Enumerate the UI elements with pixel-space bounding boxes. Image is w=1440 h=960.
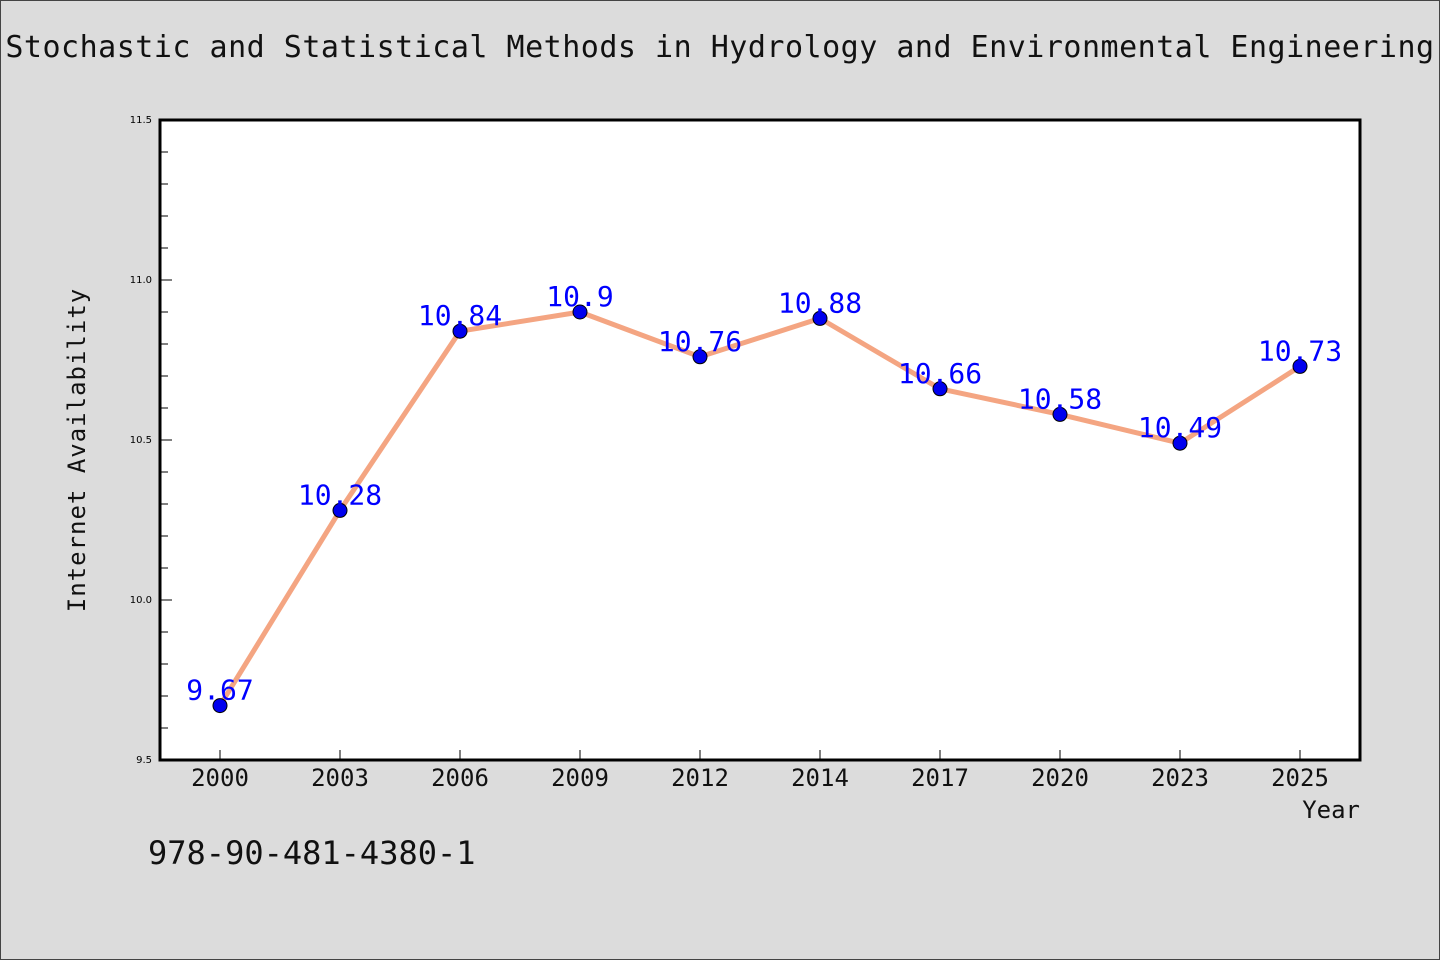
data-markers	[212, 304, 1308, 714]
data-label: 10.58	[1018, 382, 1102, 415]
x-axis-ticks: 2000 2003 2006 2009 2012 2014 2017 2020 2023 2025	[191, 750, 1329, 792]
series-line	[217, 309, 1302, 707]
data-point	[1052, 406, 1068, 422]
x-tick-label: 2009	[551, 764, 609, 792]
x-tick-label: 2023	[1151, 764, 1209, 792]
y-tick-label: 10.5	[130, 435, 152, 446]
data-point	[812, 310, 828, 326]
chart-title: Stochastic and Statistical Methods in Hy…	[5, 30, 1435, 65]
y-tick-label: 10.0	[130, 595, 152, 606]
data-label: 10.9	[546, 280, 613, 313]
data-point	[212, 698, 228, 714]
data-point	[932, 381, 948, 397]
data-point	[332, 502, 348, 518]
isbn-caption: 978-90-481-4380-1	[148, 834, 476, 872]
x-tick-label: 2012	[671, 764, 729, 792]
data-label: 10.28	[298, 478, 382, 511]
data-labels: 9.67 10.28 10.84 10.9 10.76 10.88 10.66 10.58 10…	[186, 280, 1342, 707]
data-point	[692, 349, 708, 365]
data-label: 10.88	[778, 286, 862, 319]
data-point	[1172, 435, 1188, 451]
x-tick-label: 2000	[191, 764, 249, 792]
data-label: 9.67	[186, 674, 253, 707]
x-tick-label: 2003	[311, 764, 369, 792]
y-tick-label: 11.5	[130, 115, 152, 126]
data-label: 10.73	[1258, 334, 1342, 367]
data-point	[1292, 358, 1308, 374]
y-axis-ticks: 9.5 10.0 10.5 11.0 11.5	[130, 115, 172, 766]
x-tick-label: 2006	[431, 764, 489, 792]
data-label: 10.66	[898, 357, 982, 390]
data-point	[452, 323, 468, 339]
data-label: 10.49	[1138, 411, 1222, 444]
y-tick-label: 11.0	[130, 275, 152, 286]
x-axis-label: Year	[1302, 796, 1360, 824]
x-tick-label: 2020	[1031, 764, 1089, 792]
x-tick-label: 2017	[911, 764, 969, 792]
data-label: 10.84	[418, 299, 502, 332]
y-tick-label: 9.5	[136, 755, 152, 766]
x-tick-label: 2014	[791, 764, 849, 792]
x-tick-label: 2025	[1271, 764, 1329, 792]
data-point	[572, 304, 588, 320]
data-label: 10.76	[658, 325, 742, 358]
